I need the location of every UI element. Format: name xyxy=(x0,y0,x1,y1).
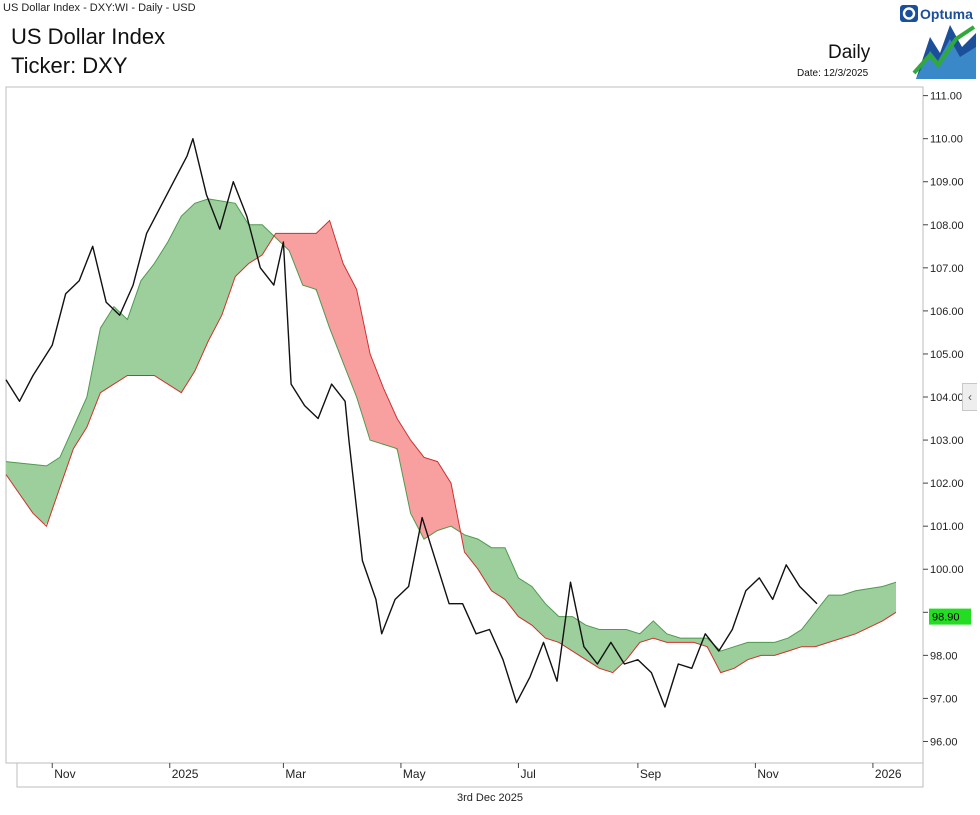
y-tick-label-1: 110.00 xyxy=(930,134,963,146)
brand-name: Optuma xyxy=(920,6,973,22)
chart-caption: US Dollar Index - DXY:WI - Daily - USD xyxy=(3,2,196,14)
last-price-box xyxy=(929,608,971,625)
y-tick-label-10: 101.00 xyxy=(930,521,964,533)
panel-collapse-button[interactable]: ‹ xyxy=(962,383,977,411)
date-label: Date: 12/3/2025 xyxy=(797,68,869,79)
x-tick-label-1: 2025 xyxy=(172,767,199,781)
x-tick-label-7: 2026 xyxy=(875,767,902,781)
cloud-segment-0 xyxy=(6,199,276,525)
y-tick-label-8: 103.00 xyxy=(930,435,964,447)
y-tick-label-6: 105.00 xyxy=(930,349,964,361)
x-tick-label-6: Nov xyxy=(757,767,778,781)
y-tick-label-11: 100.00 xyxy=(930,564,964,576)
period-label: Daily xyxy=(828,42,871,63)
y-tick-label-14: 97.00 xyxy=(930,693,958,705)
x-axis: Nov 2025 Mar May Jul Sep Nov 2026 xyxy=(51,763,902,781)
price-series xyxy=(5,137,818,708)
x-tick-label-4: Jul xyxy=(520,767,535,781)
y-tick-label-5: 106.00 xyxy=(930,306,964,318)
x-tick-label-0: Nov xyxy=(54,767,75,781)
y-tick-label-3: 108.00 xyxy=(930,220,964,232)
y-tick-label-13: 98.00 xyxy=(930,650,958,662)
y-tick-label-4: 107.00 xyxy=(930,263,964,275)
x-tick-label-3: May xyxy=(403,767,426,781)
y-tick-label-0: 111.00 xyxy=(930,91,962,103)
cloud-segment-2 xyxy=(462,533,896,673)
x-tick-label-5: Sep xyxy=(640,767,662,781)
ticker-label: Ticker: DXY xyxy=(11,53,128,78)
optuma-logo: Optuma xyxy=(900,5,976,79)
last-price-label: 98.90 xyxy=(932,612,960,624)
cloud-span-b xyxy=(5,219,897,674)
plot-area xyxy=(5,86,924,764)
ichimoku-cloud xyxy=(5,198,897,674)
x-axis-band xyxy=(16,762,924,788)
last-price-marker: 98.90 xyxy=(929,608,971,625)
cloud-segment-1 xyxy=(276,220,463,544)
cloud-span-a xyxy=(5,198,897,652)
y-tick-label-15: 96.00 xyxy=(930,736,958,748)
x-tick-label-2: Mar xyxy=(285,767,306,781)
dxy-price-line xyxy=(5,137,818,708)
y-tick-label-2: 109.00 xyxy=(930,177,964,189)
y-axis: 111.00 110.00 109.00 108.00 107.00 106.00 105.… xyxy=(923,91,964,748)
y-tick-label-9: 102.00 xyxy=(930,478,964,490)
footer-date: 3rd Dec 2025 xyxy=(456,792,524,804)
y-tick-label-7: 104.00 xyxy=(930,392,964,404)
chart-title: US Dollar Index xyxy=(11,24,166,49)
